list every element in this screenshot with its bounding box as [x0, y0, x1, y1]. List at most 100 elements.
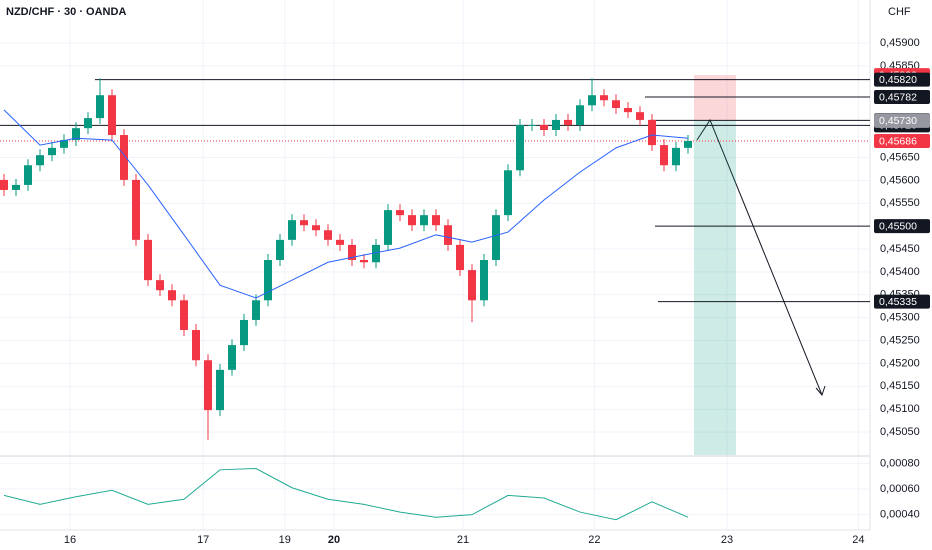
candle-body [324, 230, 332, 240]
candle-body [384, 210, 392, 245]
price-tag [874, 90, 930, 105]
y-tick-label: 0,00040 [880, 509, 920, 521]
candle-body [372, 244, 380, 263]
candle-body [480, 260, 488, 301]
candle-body [444, 225, 452, 245]
candle-body [12, 184, 20, 190]
candle-body [252, 300, 260, 320]
candle-body [264, 260, 272, 301]
price-tag-label: 0,45500 [879, 220, 917, 232]
candle-body [120, 135, 128, 180]
price-tag-label: 0,45335 [879, 296, 917, 308]
candle-body [360, 260, 368, 263]
y-tick-label: 0,45300 [880, 312, 920, 324]
candle-body [552, 119, 560, 130]
candle-body [648, 119, 656, 146]
candle-body [408, 215, 416, 226]
candle-body [636, 112, 644, 120]
candle-body [672, 147, 680, 166]
candle-body [60, 140, 68, 148]
candle-body [240, 319, 248, 346]
candle-body [312, 225, 320, 231]
y-tick-label: 0,45200 [880, 357, 920, 369]
y-tick-label: 0,45050 [880, 426, 920, 438]
candle-body [300, 220, 308, 226]
candle-body [396, 210, 404, 216]
price-tag-label: 0,45730 [879, 115, 917, 127]
candle-body [72, 128, 80, 141]
candle-body [0, 179, 8, 190]
candle-body [96, 95, 104, 119]
candle-body [288, 220, 296, 240]
candle-body [216, 369, 224, 411]
target-zone [694, 120, 736, 456]
candle-body [684, 140, 692, 148]
candle-body [132, 179, 140, 240]
price-tag [874, 133, 930, 148]
price-tag [874, 72, 930, 87]
candle-body [48, 147, 56, 156]
price-tag [874, 294, 930, 309]
x-tick-label: 22 [588, 534, 600, 546]
candle-body [600, 95, 608, 101]
candle-body [504, 170, 512, 216]
candle-body [660, 145, 668, 166]
candle-body [204, 360, 212, 411]
candle-body [144, 239, 152, 281]
axis-label: CHF [888, 6, 911, 18]
x-tick-label: 19 [279, 534, 291, 546]
x-tick-label: 16 [64, 534, 76, 546]
price-tag-label: 0,45782 [879, 91, 917, 103]
x-tick-label: 20 [328, 534, 340, 546]
moving-average [3, 109, 689, 299]
candle-body [432, 215, 440, 226]
y-tick-label: 0,45400 [880, 266, 920, 278]
indicator-line [3, 468, 689, 521]
y-tick-label: 0,45600 [880, 174, 920, 186]
price-tag [874, 219, 930, 234]
y-tick-label: 0,45150 [880, 380, 920, 392]
candle-body [564, 119, 572, 125]
y-tick-label: 0,45100 [880, 403, 920, 415]
candle-body [276, 239, 284, 260]
candle-body [576, 105, 584, 125]
price-tag-label: 0,45686 [879, 135, 917, 147]
candle-body [336, 239, 344, 245]
candle-body [528, 124, 536, 126]
candle-body [348, 244, 356, 260]
y-tick-label: 0,45550 [880, 197, 920, 209]
y-tick-label: 0,45450 [880, 243, 920, 255]
stop-zone [694, 75, 736, 121]
candle-body [540, 124, 548, 130]
y-tick-label: 0,00080 [880, 457, 920, 469]
y-tick-label: 0,00060 [880, 483, 920, 495]
arrow-head [815, 385, 826, 396]
candle-body [168, 290, 176, 301]
candle-body [180, 300, 188, 331]
candle-body [108, 95, 116, 136]
candle-body [24, 165, 32, 185]
x-tick-label: 21 [457, 534, 469, 546]
candle-body [468, 270, 476, 301]
chart-title: NZD/CHF · 30 · OANDA [6, 6, 126, 18]
candle-body [36, 155, 44, 166]
candle-body [192, 330, 200, 361]
candle-body [420, 215, 428, 226]
candle-body [84, 118, 92, 129]
candle-body [156, 280, 164, 291]
candle-body [492, 215, 500, 260]
candle-body [228, 345, 236, 370]
y-tick-label: 0,45250 [880, 334, 920, 346]
x-tick-label: 24 [852, 534, 864, 546]
y-tick-label: 0,45900 [880, 37, 920, 49]
y-tick-label: 0,45650 [880, 151, 920, 163]
candle-body [456, 244, 464, 271]
x-tick-label: 17 [197, 534, 209, 546]
price-tag-label: 0,45820 [879, 74, 917, 86]
candle-body [624, 108, 632, 113]
candle-body [612, 100, 620, 109]
price-tag [874, 113, 930, 128]
candle-body [588, 95, 596, 106]
